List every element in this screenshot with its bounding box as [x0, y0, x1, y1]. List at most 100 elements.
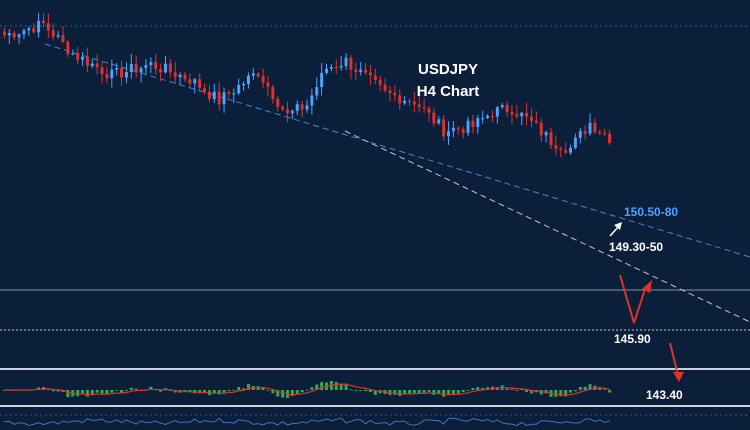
candle-body	[37, 20, 41, 33]
candle	[339, 56, 343, 72]
candle	[144, 58, 148, 76]
candle-body	[129, 64, 133, 72]
candle	[408, 98, 411, 107]
histogram-bar	[217, 390, 221, 395]
histogram-bar	[354, 390, 358, 391]
candle-body	[534, 120, 538, 123]
candle-body	[237, 84, 241, 94]
candle-body	[447, 131, 450, 137]
candle-body	[544, 132, 548, 136]
arrow-up-head	[642, 280, 652, 293]
candle-body	[222, 92, 226, 105]
candle	[193, 77, 197, 94]
candle-body	[290, 110, 294, 114]
candle-body	[417, 104, 421, 108]
histogram-bar	[564, 390, 568, 397]
candle	[149, 57, 153, 74]
candle-body	[368, 72, 372, 76]
candle	[373, 68, 377, 85]
candle	[56, 30, 60, 39]
candle	[256, 72, 260, 78]
candle-body	[17, 34, 21, 38]
histogram-bar	[66, 390, 70, 398]
histogram-bar	[466, 390, 470, 391]
candle-body	[549, 132, 553, 146]
candle-body	[95, 63, 99, 68]
histogram-bar	[417, 390, 421, 393]
candle	[46, 13, 50, 38]
candle-body	[286, 109, 289, 114]
candle-body	[569, 147, 572, 153]
candle-body	[164, 63, 167, 73]
candle	[188, 73, 192, 88]
histogram-bar	[427, 390, 431, 392]
candle	[183, 72, 187, 83]
candle	[447, 121, 450, 145]
histogram-bar	[573, 390, 577, 392]
histogram-bar	[447, 390, 450, 396]
histogram-bar	[168, 390, 172, 391]
candle	[261, 68, 265, 88]
candle	[603, 128, 607, 137]
candle	[237, 78, 241, 96]
chart-title: USDJPY	[418, 61, 478, 78]
histogram-bar	[451, 390, 455, 395]
histogram-bar	[471, 388, 475, 390]
histogram-bar	[432, 390, 436, 395]
candle-body	[364, 69, 368, 73]
candle	[495, 106, 499, 124]
histogram-bar	[129, 387, 133, 390]
histogram-bar	[603, 389, 607, 390]
candle	[295, 100, 299, 116]
candle	[178, 72, 182, 85]
candle-body	[266, 82, 270, 87]
label-support-2: 143.40	[646, 388, 683, 402]
candle-body	[32, 28, 36, 33]
candle-body	[207, 91, 211, 99]
candle	[246, 72, 250, 89]
candle	[198, 73, 202, 90]
candle	[227, 89, 231, 99]
candle-body	[593, 122, 597, 133]
candle-body	[588, 122, 592, 134]
histogram-bar	[227, 390, 231, 392]
candle-body	[598, 132, 602, 134]
histogram-bar	[266, 390, 270, 391]
histogram-bar	[271, 390, 275, 394]
candle	[456, 126, 460, 135]
candle	[310, 88, 314, 115]
candle-body	[466, 120, 470, 133]
candle	[530, 108, 533, 128]
candle	[212, 83, 216, 103]
arrow-down-shaft-2	[669, 342, 679, 376]
histogram-bar	[578, 387, 582, 390]
candle	[2, 27, 6, 39]
candle-body	[486, 115, 490, 119]
candle-body	[56, 35, 60, 37]
histogram-bar	[81, 390, 84, 395]
histogram-bar	[334, 381, 338, 390]
candle-body	[261, 76, 265, 83]
histogram-bar	[505, 388, 509, 390]
histogram-bar	[100, 390, 104, 395]
candle-body	[149, 62, 153, 66]
histogram-bar	[344, 383, 348, 390]
histogram-bar	[56, 390, 60, 392]
candle	[344, 53, 348, 70]
candle	[578, 127, 582, 144]
candle	[432, 108, 436, 127]
candle-body	[554, 145, 558, 149]
candle-body	[559, 148, 563, 151]
candle	[329, 63, 333, 71]
candle-body	[46, 23, 50, 31]
arrow-down-head-2	[673, 372, 684, 382]
candle-body	[408, 100, 411, 102]
histogram-bar	[149, 386, 153, 390]
candle-body	[120, 67, 124, 78]
histogram-bar	[368, 390, 372, 392]
histogram-bar	[442, 390, 446, 397]
candle-body	[344, 57, 348, 66]
candle	[168, 59, 172, 78]
candle	[500, 102, 504, 110]
candle	[378, 75, 382, 92]
